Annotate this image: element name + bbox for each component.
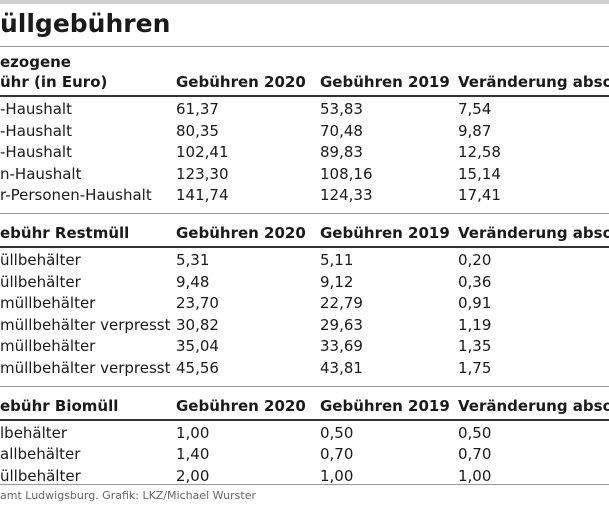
row-label: allbehälter bbox=[0, 445, 81, 464]
column-header: Gebühren 2020 bbox=[176, 224, 306, 242]
cell-value: 1,00 bbox=[458, 466, 492, 485]
cell-value: 141,74 bbox=[176, 186, 229, 205]
cell-value: 5,31 bbox=[176, 251, 210, 269]
cell-value: 2,00 bbox=[176, 466, 210, 485]
section-rule bbox=[0, 95, 609, 97]
cell-value: 43,81 bbox=[320, 359, 363, 377]
section-rule bbox=[0, 418, 609, 421]
section-label: ebühr Restmüll bbox=[0, 224, 130, 242]
column-header: Gebühren 2020 bbox=[176, 396, 306, 415]
cell-value: 123,30 bbox=[176, 164, 229, 183]
cell-value: 30,82 bbox=[176, 315, 219, 334]
cell-value: 0,70 bbox=[458, 445, 492, 464]
column-header: Gebühren 2019 bbox=[320, 396, 450, 415]
cell-value: 15,14 bbox=[458, 164, 501, 183]
row-label: müllbehälter bbox=[0, 294, 96, 313]
cell-value: 23,70 bbox=[176, 294, 219, 313]
column-header: Veränderung absolu bbox=[458, 73, 609, 91]
cell-value: 70,48 bbox=[320, 121, 363, 140]
row-label: üllbehälter bbox=[0, 272, 81, 291]
cell-value: 0,70 bbox=[320, 445, 354, 464]
cell-value: 0,20 bbox=[458, 251, 492, 269]
cell-value: 1,75 bbox=[458, 359, 492, 377]
row-label: n-Haushalt bbox=[0, 164, 82, 183]
cell-value: 9,48 bbox=[176, 272, 210, 291]
cell-value: 61,37 bbox=[176, 100, 219, 118]
cell-value: 1,00 bbox=[320, 466, 354, 485]
cell-value: 12,58 bbox=[458, 143, 501, 162]
cell-value: 102,41 bbox=[176, 143, 229, 162]
section-label: ebühr Biomüll bbox=[0, 396, 119, 415]
cell-value: 29,63 bbox=[320, 315, 363, 334]
cell-value: 33,69 bbox=[320, 337, 363, 356]
row-label: r-Personen-Haushalt bbox=[0, 186, 152, 205]
row-label: -Haushalt bbox=[0, 143, 72, 162]
cell-value: 0,50 bbox=[458, 423, 492, 442]
cell-value: 80,35 bbox=[176, 121, 219, 140]
section-rule bbox=[0, 385, 609, 387]
cell-value: 1,35 bbox=[458, 337, 492, 356]
cell-value: 53,83 bbox=[320, 100, 363, 118]
row-label: -Haushalt bbox=[0, 100, 72, 118]
cell-value: 89,83 bbox=[320, 143, 363, 162]
row-label: müllbehälter bbox=[0, 337, 96, 356]
column-header: Gebühren 2020 bbox=[176, 73, 306, 91]
column-header: Veränderung absolu bbox=[458, 396, 609, 415]
cell-value: 1,40 bbox=[176, 445, 210, 464]
cell-value: 0,91 bbox=[458, 294, 492, 313]
row-label: müllbehälter verpresst bbox=[0, 315, 171, 334]
cell-value: 124,33 bbox=[320, 186, 373, 205]
cell-value: 22,79 bbox=[320, 294, 363, 313]
title: üllgebühren bbox=[0, 9, 171, 38]
cell-value: 9,87 bbox=[458, 121, 492, 140]
section-rule bbox=[0, 213, 609, 214]
title-rule bbox=[0, 46, 609, 47]
column-header: Gebühren 2019 bbox=[320, 73, 450, 91]
row-label: lbehälter bbox=[0, 423, 68, 442]
cell-value: 0,36 bbox=[458, 272, 492, 291]
cell-value: 108,16 bbox=[320, 164, 373, 183]
cell-value: 1,19 bbox=[458, 315, 492, 334]
column-header: Veränderung absolu bbox=[458, 224, 609, 242]
cell-value: 5,11 bbox=[320, 251, 354, 269]
top-bar bbox=[0, 0, 609, 4]
cell-value: 0,50 bbox=[320, 423, 354, 442]
section-label: ühr (in Euro) bbox=[0, 73, 108, 91]
section-rule bbox=[0, 246, 609, 248]
cell-value: 17,41 bbox=[458, 186, 501, 205]
row-label: üllbehälter bbox=[0, 466, 81, 485]
cell-value: 45,56 bbox=[176, 359, 219, 377]
cell-value: 7,54 bbox=[458, 100, 492, 118]
cell-value: 1,00 bbox=[176, 423, 210, 442]
cell-value: 9,12 bbox=[320, 272, 354, 291]
row-label: müllbehälter verpresst bbox=[0, 359, 171, 377]
row-label: -Haushalt bbox=[0, 121, 72, 140]
footer-rule bbox=[0, 484, 609, 485]
row-label: üllbehälter bbox=[0, 251, 81, 269]
column-header: Gebühren 2019 bbox=[320, 224, 450, 242]
cell-value: 35,04 bbox=[176, 337, 219, 356]
source-note: amt Ludwigsburg. Grafik: LKZ/Michael Wur… bbox=[0, 489, 256, 502]
section-label: ezogene bbox=[0, 53, 71, 71]
